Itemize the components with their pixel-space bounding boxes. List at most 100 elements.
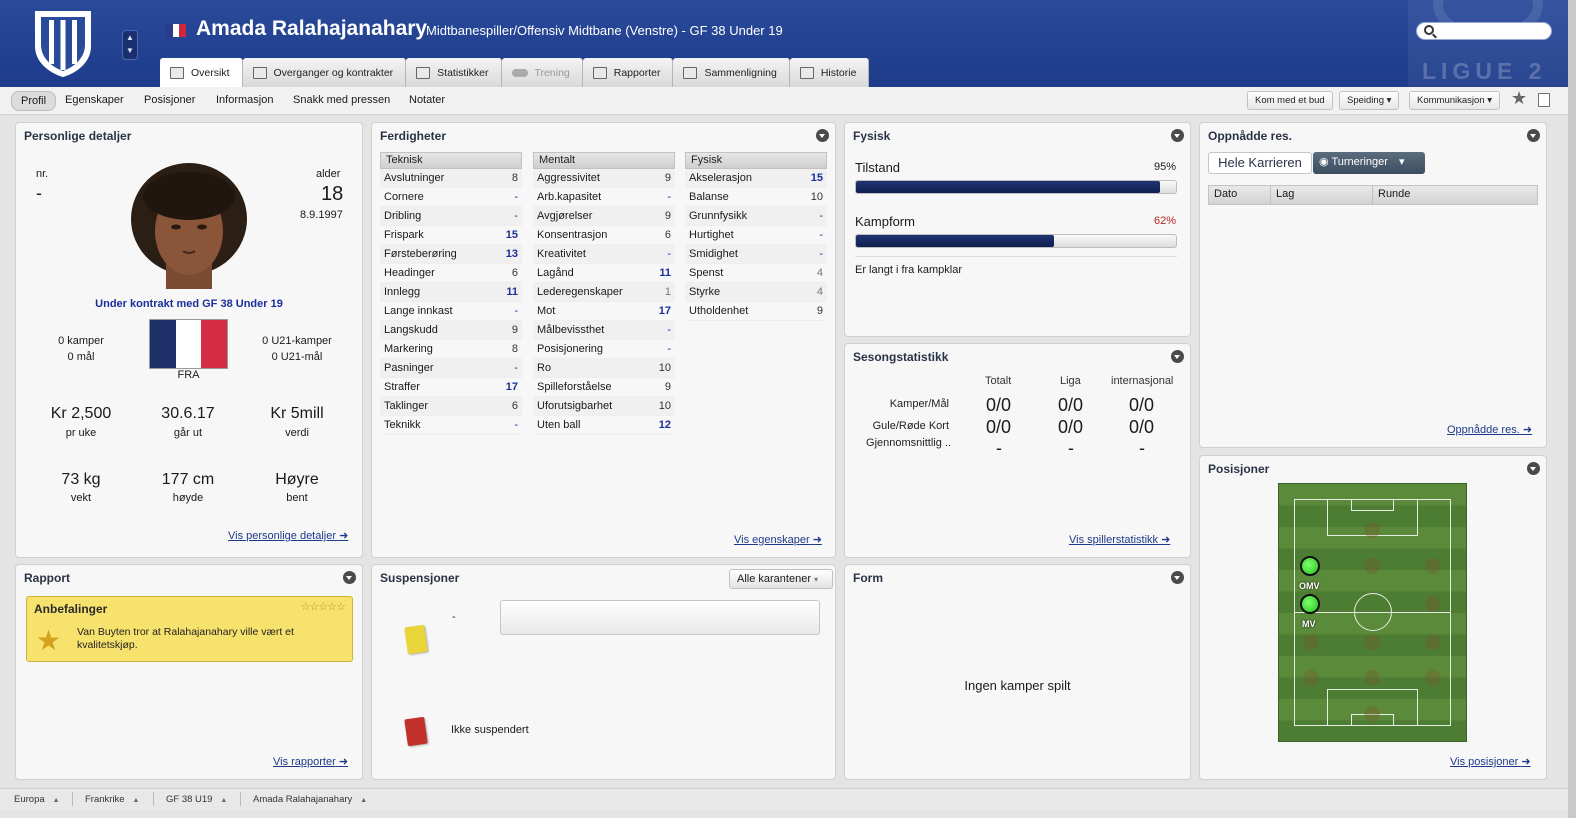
attribute-row[interactable]: Spenst 4 <box>685 264 827 283</box>
form-panel: Form Ingen kamper spilt <box>844 564 1191 780</box>
subnav-attributes[interactable]: Egenskaper <box>65 94 124 106</box>
panel-menu-icon[interactable] <box>343 571 356 584</box>
tab-oversikt[interactable]: Oversikt <box>160 58 243 87</box>
tab-comparison[interactable]: Sammenligning <box>673 58 790 87</box>
attr-group-header: Mentalt <box>533 152 675 169</box>
attribute-row[interactable]: Akselerasjon 15 <box>685 169 827 188</box>
attribute-row[interactable]: Straffer 17 <box>380 378 522 397</box>
panel-menu-icon[interactable] <box>1171 350 1184 363</box>
attribute-row[interactable]: Headinger 6 <box>380 264 522 283</box>
subnav-information[interactable]: Informasjon <box>216 94 274 106</box>
attribute-row[interactable]: Kreativitet - <box>533 245 675 264</box>
attribute-row[interactable]: Lagånd 11 <box>533 264 675 283</box>
attribute-row[interactable]: Førsteberøring 13 <box>380 245 522 264</box>
breadcrumb-item[interactable]: Frankrike <box>85 794 139 805</box>
attribute-row[interactable]: Teknikk - <box>380 416 522 435</box>
stat-column-header: Liga <box>1060 375 1081 387</box>
panel-menu-icon[interactable] <box>816 129 829 142</box>
attribute-row[interactable]: Konsentrasjon 6 <box>533 226 675 245</box>
stat-value: 0/0 <box>1129 417 1155 437</box>
column-round[interactable]: Runde <box>1378 188 1411 200</box>
view-personal-details-link[interactable]: Vis personlige detaljer ➜ <box>228 530 349 542</box>
panel-title: Oppnådde res. <box>1208 129 1293 143</box>
attribute-row[interactable]: Målbevissthet - <box>533 321 675 340</box>
search-input[interactable] <box>1416 22 1552 40</box>
attribute-row[interactable]: Arb.kapasitet - <box>533 188 675 207</box>
tab-history[interactable]: Historie <box>789 58 870 87</box>
stat-value: - <box>1068 438 1074 458</box>
attribute-row[interactable]: Markering 8 <box>380 340 522 359</box>
attribute-row[interactable]: Lederegenskaper 1 <box>533 283 675 302</box>
breadcrumb-item[interactable]: GF 38 U19 <box>166 794 227 805</box>
attribute-row[interactable]: Mot 17 <box>533 302 675 321</box>
value-label: verdi <box>285 427 309 439</box>
attribute-value: 15 <box>810 172 823 184</box>
breadcrumb-item[interactable]: Europa <box>14 794 60 805</box>
league-logo: LIGUE 2 <box>1408 0 1568 87</box>
career-toggle-button[interactable]: Hele Karrieren <box>1208 152 1312 174</box>
view-attributes-link[interactable]: Vis egenskaper ➜ <box>734 534 822 546</box>
attribute-row[interactable]: Avgjørelser 9 <box>533 207 675 226</box>
attribute-row[interactable]: Avslutninger 8 <box>380 169 522 188</box>
attribute-row[interactable]: Frispark 15 <box>380 226 522 245</box>
attribute-row[interactable]: Balanse 10 <box>685 188 827 207</box>
column-team[interactable]: Lag <box>1271 186 1373 204</box>
subnav-profile[interactable]: Profil <box>11 91 57 111</box>
make-bid-button[interactable]: Kom med et bud <box>1247 91 1333 110</box>
add-list-icon[interactable] <box>1538 93 1550 107</box>
communication-dropdown[interactable]: Kommunikasjon ▾ <box>1409 91 1501 110</box>
attribute-row[interactable]: Uforutsigbarhet 10 <box>533 397 675 416</box>
position-marker-omv[interactable] <box>1300 556 1320 576</box>
attribute-row[interactable]: Styrke 4 <box>685 283 827 302</box>
view-positions-link[interactable]: Vis posisjoner ➜ <box>1450 756 1531 768</box>
achievements-link[interactable]: Oppnådde res. ➜ <box>1447 424 1533 436</box>
attribute-value: - <box>819 229 823 241</box>
attribute-name: Spenst <box>689 267 724 279</box>
attribute-row[interactable]: Spilleforståelse 9 <box>533 378 675 397</box>
tab-transfers[interactable]: Overganger og kontrakter <box>242 58 407 87</box>
attribute-row[interactable]: Uten ball 12 <box>533 416 675 435</box>
attribute-row[interactable]: Smidighet - <box>685 245 827 264</box>
window-scrollbar[interactable] <box>1568 0 1576 818</box>
scouting-dropdown[interactable]: Speiding ▾ <box>1339 91 1400 110</box>
player-nav-arrows[interactable]: ▲ ▼ <box>122 30 138 60</box>
subnav-notes[interactable]: Notater <box>409 94 446 106</box>
attribute-row[interactable]: Cornere - <box>380 188 522 207</box>
breadcrumb-item[interactable]: Amada Ralahajanahary <box>253 794 367 805</box>
column-date[interactable]: Dato <box>1209 186 1271 204</box>
club-crest-icon[interactable] <box>32 8 94 78</box>
attribute-row[interactable]: Lange innkast - <box>380 302 522 321</box>
subnav-positions[interactable]: Posisjoner <box>144 94 196 106</box>
attribute-row[interactable]: Hurtighet - <box>685 226 827 245</box>
panel-menu-icon[interactable] <box>1171 129 1184 142</box>
panel-menu-icon[interactable] <box>1527 129 1540 142</box>
tab-reports[interactable]: Rapporter <box>582 58 674 87</box>
attribute-row[interactable]: Posisjonering - <box>533 340 675 359</box>
attribute-value: 8 <box>511 172 518 184</box>
panel-menu-icon[interactable] <box>1527 462 1540 475</box>
attribute-value: 6 <box>511 267 518 279</box>
suspension-filter-dropdown[interactable]: Alle karantener ▾ <box>729 569 833 589</box>
attribute-row[interactable]: Langskudd 9 <box>380 321 522 340</box>
shortlist-star-icon[interactable]: ★ <box>1511 88 1528 108</box>
nation-flag-icon[interactable] <box>149 319 228 369</box>
tab-training[interactable]: Trening <box>501 58 583 87</box>
attribute-row[interactable]: Ro 10 <box>533 359 675 378</box>
view-reports-link[interactable]: Vis rapporter ➜ <box>273 756 349 768</box>
arrow-right-icon: ➜ <box>339 530 349 542</box>
attribute-row[interactable]: Aggressivitet 9 <box>533 169 675 188</box>
attribute-row[interactable]: Innlegg 11 <box>380 283 522 302</box>
attribute-row[interactable]: Pasninger - <box>380 359 522 378</box>
tab-statistics[interactable]: Statistikker <box>406 58 502 87</box>
tournaments-dropdown[interactable]: ◉ Turneringer ▾ <box>1313 152 1425 174</box>
position-marker-mv[interactable] <box>1300 594 1320 614</box>
contract-text[interactable]: Under kontrakt med GF 38 Under 19 <box>95 298 283 310</box>
attribute-value: - <box>514 419 518 431</box>
view-player-stats-link[interactable]: Vis spillerstatistikk ➜ <box>1069 534 1171 546</box>
subnav-press[interactable]: Snakk med pressen <box>293 94 391 106</box>
attribute-row[interactable]: Utholdenhet 9 <box>685 302 827 321</box>
attribute-row[interactable]: Grunnfysikk - <box>685 207 827 226</box>
attribute-row[interactable]: Dribling - <box>380 207 522 226</box>
attribute-row[interactable]: Taklinger 6 <box>380 397 522 416</box>
panel-menu-icon[interactable] <box>1171 571 1184 584</box>
